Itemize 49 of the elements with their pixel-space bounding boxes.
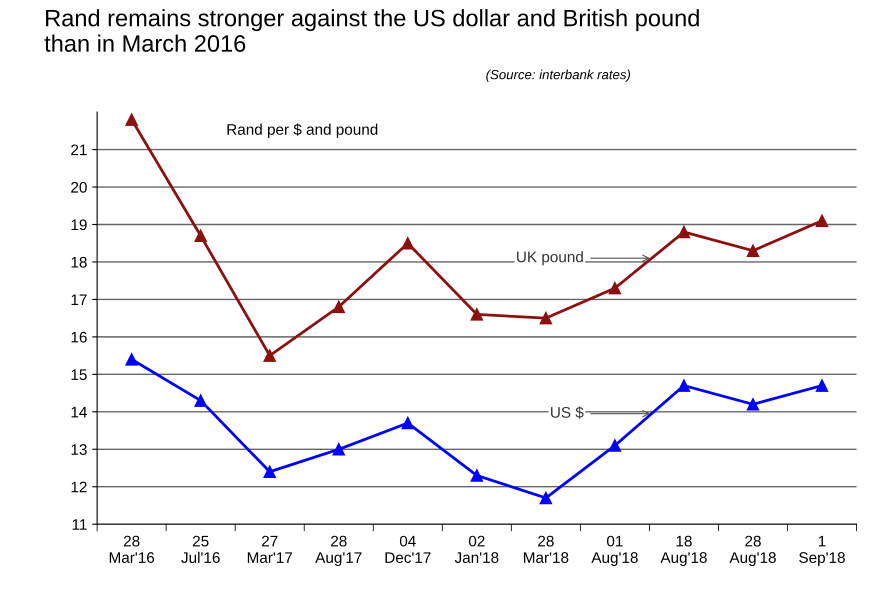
point <box>332 443 345 456</box>
point <box>678 379 690 392</box>
x-tick-label: 01 Aug'18 <box>591 536 638 566</box>
x-tick-label: 04 Dec'17 <box>386 536 431 563</box>
y-tick-label: 11 <box>72 519 87 530</box>
point <box>194 394 207 407</box>
y-tick-label: 15 <box>72 369 87 380</box>
point <box>540 312 552 324</box>
x-tick-label: 18 Aug'18 <box>660 536 707 566</box>
chart-title: Rand remains stronger against the US dollar and British pound than in March 2016 <box>44 9 699 52</box>
point <box>540 492 552 504</box>
annotation: Rand per $ and pound <box>227 123 378 138</box>
y-tick-label: 13 <box>72 444 87 455</box>
text: (Source: interbank rates) <box>486 70 630 82</box>
x-tick-label: 25 Jul'16 <box>181 536 220 563</box>
point <box>470 469 484 482</box>
point <box>125 113 138 126</box>
point <box>402 236 414 250</box>
x-tick-label: 28 Mar'18 <box>524 536 568 563</box>
y-tick-label: 18 <box>72 256 87 268</box>
y-tick-label: 21 <box>71 144 87 156</box>
y-tick-label: 16 <box>72 332 87 343</box>
point <box>746 398 760 411</box>
x-tick-label: 28 Aug'18 <box>729 536 776 566</box>
x-tick-label: 28 Mar'16 <box>110 536 154 563</box>
point <box>746 244 760 257</box>
point <box>470 308 484 321</box>
x-tick-label: 27 Mar'17 <box>248 536 292 563</box>
point <box>608 282 622 294</box>
y-tick-label: 17 <box>72 294 87 305</box>
point <box>263 349 276 362</box>
point <box>816 379 828 392</box>
point <box>125 353 138 366</box>
x-tick-label: 02 Jan'18 <box>454 536 498 563</box>
point <box>816 214 828 227</box>
point <box>678 226 690 238</box>
point <box>608 439 622 452</box>
text: UK pound <box>517 251 583 266</box>
point <box>402 416 414 430</box>
y-tick-label: 12 <box>72 482 87 492</box>
point <box>332 300 345 314</box>
y-tick-label: 14 <box>72 406 87 418</box>
x-tick-label: 1 Sep'18 <box>799 536 845 566</box>
x-tick-label: 28 Aug'17 <box>315 536 362 566</box>
point <box>263 465 276 478</box>
text: US $ <box>551 406 584 419</box>
y-tick-label: 19 <box>72 219 87 230</box>
y-tick-label: 20 <box>71 182 87 193</box>
point <box>194 229 207 242</box>
